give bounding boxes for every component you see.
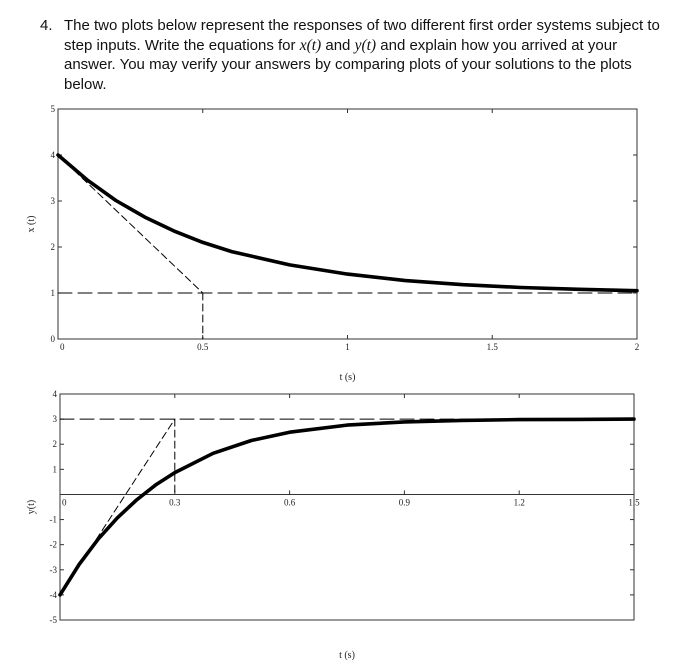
y-chart-xtick-label: 0.3 xyxy=(169,497,181,507)
x-response-chart: 0 1 2 3 4 5 0 0.5 1 1.5 2 x (t) t (s) xyxy=(26,104,640,383)
x-chart-xtick-label: 1.5 xyxy=(487,342,499,352)
y-chart-plot-frame xyxy=(59,393,635,621)
y-chart-ytick-label: -4 xyxy=(50,590,58,600)
question-text-part-1: The two plots below represent the respon… xyxy=(64,17,660,54)
y-chart-ytick-label: 1 xyxy=(53,464,58,474)
y-chart-xtick-label: 0.6 xyxy=(284,497,296,507)
y-chart-dashed-guide-1 xyxy=(59,418,176,596)
y-chart-ytick-label: 2 xyxy=(53,439,58,449)
y-chart-response-curve xyxy=(58,417,636,597)
y-chart-ytick-label: -2 xyxy=(50,540,58,550)
y-chart-xtick-label: 0 xyxy=(62,497,67,507)
question-text: The two plots below represent the respon… xyxy=(64,16,665,94)
y-chart-xlabel: t (s) xyxy=(339,650,355,661)
x-chart-ytick-label: 4 xyxy=(51,150,56,160)
x-chart-ytick-label: 0 xyxy=(51,334,56,344)
y-symbol: y(t) xyxy=(354,36,377,54)
question-block: 4. The two plots below represent the res… xyxy=(40,16,665,94)
question-number: 4. xyxy=(40,17,53,34)
y-chart-xtick-label: 0.9 xyxy=(399,497,411,507)
x-chart-dashed-guide-1 xyxy=(57,154,204,294)
x-chart-xtick-label: 1 xyxy=(345,342,350,352)
y-chart-ytick-label: 3 xyxy=(53,414,58,424)
y-chart-ytick-label: -3 xyxy=(50,565,58,575)
y-chart-ylabel: y(t) xyxy=(26,500,37,514)
x-chart-ytick-label: 1 xyxy=(51,288,56,298)
y-chart-xtick-label: 1.5 xyxy=(628,497,640,507)
question-text-part-3: and explain how you arrived at your answ… xyxy=(64,36,632,93)
x-chart-ytick-label: 2 xyxy=(51,242,56,252)
y-chart-ytick-label: 4 xyxy=(53,389,58,399)
x-chart-response-curve xyxy=(56,153,639,293)
x-chart-xlabel: t (s) xyxy=(340,372,356,383)
x-chart-xtick-label: 0.5 xyxy=(197,342,209,352)
x-chart-ylabel: x (t) xyxy=(26,216,37,233)
x-chart-xtick-label: 2 xyxy=(635,342,640,352)
y-chart-ytick-label: -5 xyxy=(50,615,58,625)
x-chart-xtick-label: 0 xyxy=(60,342,65,352)
question-text-part-2: and xyxy=(321,36,355,54)
x-symbol: x(t) xyxy=(299,36,322,54)
x-chart-ytick-label: 5 xyxy=(51,104,56,114)
x-chart-ytick-label: 3 xyxy=(51,196,56,206)
y-chart-ytick-label: -1 xyxy=(50,515,58,525)
y-chart-xtick-label: 1.2 xyxy=(514,497,525,507)
